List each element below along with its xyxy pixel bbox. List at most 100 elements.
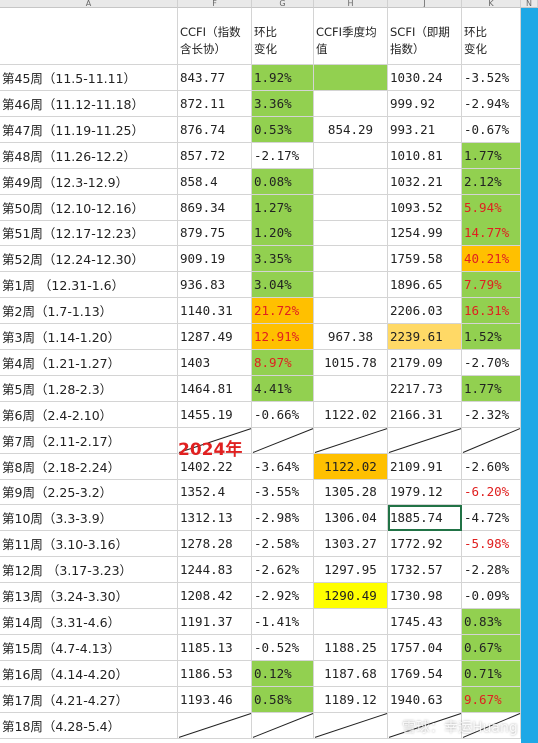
week-cell[interactable]: 第48周（11.26-12.2）: [0, 142, 178, 169]
scfi-change-cell[interactable]: -2.70%: [462, 349, 521, 376]
ccfi-quarter-avg-cell[interactable]: [314, 608, 388, 635]
ccfi-cell[interactable]: 1185.13: [178, 634, 252, 661]
scfi-change-cell[interactable]: 14.77%: [462, 220, 521, 247]
ccfi-change-cell[interactable]: -0.52%: [252, 634, 314, 661]
scfi-cell[interactable]: 1896.65: [388, 272, 462, 299]
scfi-change-cell[interactable]: 9.67%: [462, 686, 521, 713]
scfi-change-cell[interactable]: 0.67%: [462, 634, 521, 661]
ccfi-change-cell[interactable]: 12.91%: [252, 324, 314, 350]
scfi-cell[interactable]: 1757.04: [388, 634, 462, 661]
ccfi-change-cell[interactable]: -2.98%: [252, 505, 314, 532]
week-cell[interactable]: 第13周（3.24-3.30）: [0, 583, 178, 609]
ccfi-quarter-avg-cell[interactable]: 1305.28: [314, 479, 388, 506]
ccfi-cell[interactable]: 876.74: [178, 116, 252, 143]
week-cell[interactable]: 第45周（11.5-11.11）: [0, 65, 178, 91]
ccfi-cell[interactable]: 1455.19: [178, 401, 252, 428]
scfi-change-cell[interactable]: -4.72%: [462, 505, 521, 532]
column-header-n[interactable]: N: [521, 0, 538, 8]
header-cell-ccfi-change[interactable]: 环比 变化: [252, 8, 314, 65]
ccfi-change-cell[interactable]: -2.62%: [252, 557, 314, 584]
ccfi-change-cell[interactable]: 3.36%: [252, 90, 314, 117]
week-cell[interactable]: 第50周（12.10-12.16）: [0, 194, 178, 221]
week-cell[interactable]: 第12周 （3.17-3.23）: [0, 557, 178, 584]
ccfi-quarter-avg-cell[interactable]: [314, 220, 388, 247]
scfi-change-cell[interactable]: -6.20%: [462, 479, 521, 506]
scfi-cell[interactable]: 1254.99: [388, 220, 462, 247]
scfi-change-cell[interactable]: 0.83%: [462, 608, 521, 635]
ccfi-quarter-avg-cell[interactable]: 1306.04: [314, 505, 388, 532]
week-cell[interactable]: 第9周（2.25-3.2）: [0, 479, 178, 506]
scfi-cell[interactable]: [388, 427, 462, 454]
ccfi-quarter-avg-cell[interactable]: [314, 142, 388, 169]
scfi-change-cell[interactable]: 1.77%: [462, 142, 521, 169]
ccfi-quarter-avg-cell[interactable]: [314, 298, 388, 325]
ccfi-change-cell[interactable]: 8.97%: [252, 349, 314, 376]
ccfi-change-cell[interactable]: -3.64%: [252, 453, 314, 480]
scfi-cell[interactable]: 1030.24: [388, 65, 462, 91]
scfi-cell[interactable]: 2179.09: [388, 349, 462, 376]
ccfi-change-cell[interactable]: 0.53%: [252, 116, 314, 143]
column-header-a[interactable]: A: [0, 0, 178, 8]
scfi-cell[interactable]: 2217.73: [388, 375, 462, 402]
ccfi-cell[interactable]: 936.83: [178, 272, 252, 299]
ccfi-change-cell[interactable]: -0.66%: [252, 401, 314, 428]
scfi-cell[interactable]: 2166.31: [388, 401, 462, 428]
ccfi-cell[interactable]: 1402.22: [178, 453, 252, 480]
scfi-cell[interactable]: 2239.61: [388, 324, 462, 350]
ccfi-cell[interactable]: 858.4: [178, 168, 252, 195]
ccfi-change-cell[interactable]: 0.08%: [252, 168, 314, 195]
scfi-change-cell[interactable]: 1.77%: [462, 375, 521, 402]
week-cell[interactable]: 第49周（12.3-12.9）: [0, 168, 178, 195]
ccfi-quarter-avg-cell[interactable]: [314, 272, 388, 299]
ccfi-quarter-avg-cell[interactable]: [314, 246, 388, 273]
ccfi-quarter-avg-cell[interactable]: [314, 90, 388, 117]
week-cell[interactable]: 第16周（4.14-4.20）: [0, 660, 178, 687]
week-cell[interactable]: 第1周 （12.31-1.6）: [0, 272, 178, 299]
ccfi-change-cell[interactable]: 1.27%: [252, 194, 314, 221]
ccfi-change-cell[interactable]: 21.72%: [252, 298, 314, 325]
scfi-change-cell[interactable]: 5.94%: [462, 194, 521, 221]
ccfi-quarter-avg-cell[interactable]: 967.38: [314, 324, 388, 350]
scfi-change-cell[interactable]: -2.32%: [462, 401, 521, 428]
scfi-cell[interactable]: 993.21: [388, 116, 462, 143]
ccfi-change-cell[interactable]: 1.92%: [252, 65, 314, 91]
scfi-change-cell[interactable]: -2.28%: [462, 557, 521, 584]
scfi-cell[interactable]: 1093.52: [388, 194, 462, 221]
header-cell-ccfi-quarter[interactable]: CCFI季度均值: [314, 8, 388, 65]
ccfi-quarter-avg-cell[interactable]: 1297.95: [314, 557, 388, 584]
ccfi-change-cell[interactable]: 0.58%: [252, 686, 314, 713]
ccfi-quarter-avg-cell[interactable]: 1189.12: [314, 686, 388, 713]
ccfi-quarter-avg-cell[interactable]: 1015.78: [314, 349, 388, 376]
ccfi-cell[interactable]: [178, 427, 252, 454]
ccfi-quarter-avg-cell[interactable]: 1122.02: [314, 401, 388, 428]
week-cell[interactable]: 第8周（2.18-2.24）: [0, 453, 178, 480]
scfi-change-cell[interactable]: -5.98%: [462, 531, 521, 558]
ccfi-quarter-avg-cell[interactable]: 854.29: [314, 116, 388, 143]
scfi-change-cell[interactable]: [462, 712, 521, 739]
scfi-cell[interactable]: 1032.21: [388, 168, 462, 195]
scfi-change-cell[interactable]: 2.12%: [462, 168, 521, 195]
scfi-change-cell[interactable]: 1.52%: [462, 324, 521, 350]
ccfi-cell[interactable]: 872.11: [178, 90, 252, 117]
ccfi-cell[interactable]: 1278.28: [178, 531, 252, 558]
ccfi-cell[interactable]: 1352.4: [178, 479, 252, 506]
week-cell[interactable]: 第46周（11.12-11.18）: [0, 90, 178, 117]
ccfi-change-cell[interactable]: 0.12%: [252, 660, 314, 687]
scfi-cell[interactable]: 1940.63: [388, 686, 462, 713]
ccfi-change-cell[interactable]: -2.17%: [252, 142, 314, 169]
ccfi-cell[interactable]: 857.72: [178, 142, 252, 169]
scfi-cell[interactable]: 2206.03: [388, 298, 462, 325]
week-cell[interactable]: 第18周（4.28-5.4）: [0, 712, 178, 739]
ccfi-quarter-avg-cell[interactable]: [314, 427, 388, 454]
scfi-cell[interactable]: 999.92: [388, 90, 462, 117]
ccfi-quarter-avg-cell[interactable]: [314, 712, 388, 739]
ccfi-cell[interactable]: 1244.83: [178, 557, 252, 584]
scfi-cell[interactable]: 1745.43: [388, 608, 462, 635]
scfi-change-cell[interactable]: 7.79%: [462, 272, 521, 299]
week-cell[interactable]: 第15周（4.7-4.13）: [0, 634, 178, 661]
week-cell[interactable]: 第4周（1.21-1.27）: [0, 349, 178, 376]
scfi-change-cell[interactable]: -0.67%: [462, 116, 521, 143]
scfi-cell[interactable]: 1979.12: [388, 479, 462, 506]
week-cell[interactable]: 第11周（3.10-3.16）: [0, 531, 178, 558]
ccfi-cell[interactable]: 1193.46: [178, 686, 252, 713]
